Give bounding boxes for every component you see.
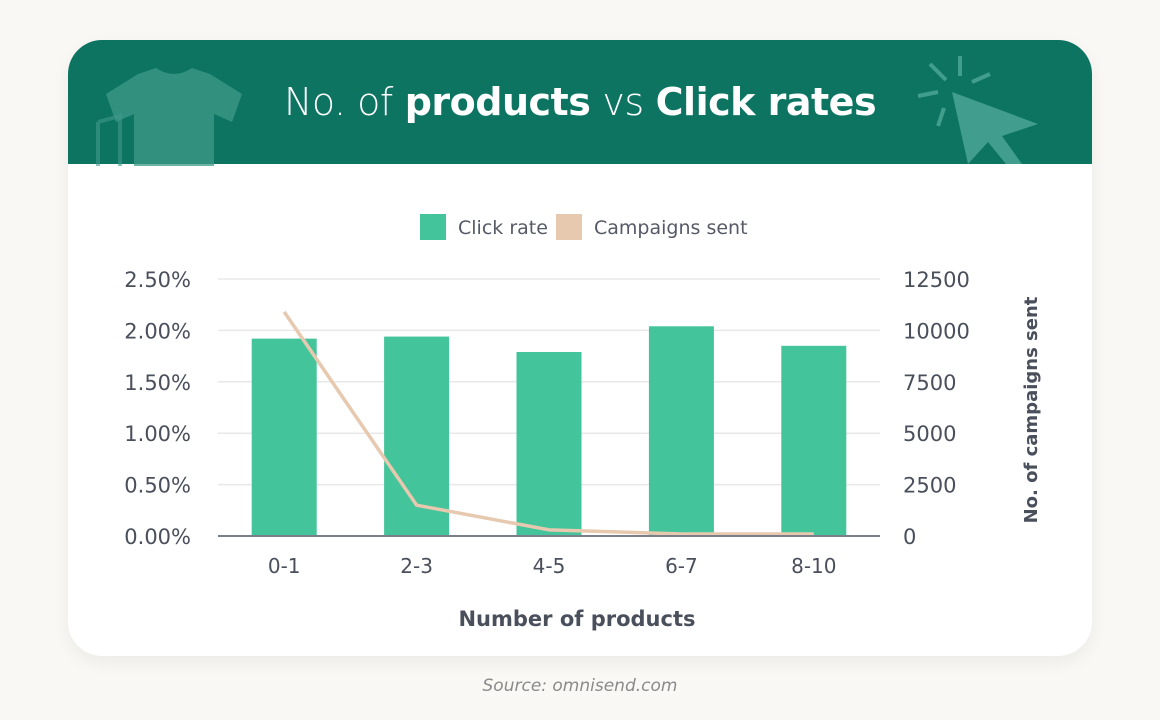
line-campaigns-sent: [282, 310, 814, 536]
y-tick-label: 0.50%: [124, 474, 191, 498]
y2-tick-label: 2500: [903, 474, 956, 498]
tshirt-icon: [96, 68, 242, 166]
y-tick-label: 0.00%: [124, 525, 191, 549]
y2-axis-title: No. of campaigns sent: [1021, 296, 1042, 523]
header-banner: No. of products vs Click rates: [68, 40, 1092, 166]
x-tick-label: 2-3: [400, 554, 433, 578]
x-tick-label: 8-10: [791, 554, 836, 578]
y2-tick-label: 0: [903, 525, 916, 549]
y-tick-label: 1.00%: [124, 422, 191, 446]
y-tick-label: 2.00%: [124, 319, 191, 343]
axes: 0.00% 0.50% 1.00% 1.50% 2.00% 2.50% 0 2500 5000 7…: [124, 268, 1042, 631]
x-tick-label: 0-1: [268, 554, 301, 578]
y2-tick-label: 10000: [903, 319, 970, 343]
legend-swatch: [420, 214, 446, 240]
bar-click-rate: [781, 345, 847, 536]
legend-label: Campaigns sent: [594, 217, 748, 239]
y2-tick-label: 7500: [903, 371, 956, 395]
y2-tick-label: 12500: [903, 268, 970, 292]
title-part: products: [404, 80, 591, 124]
y-tick-label: 2.50%: [124, 268, 191, 292]
bar-series: [251, 326, 847, 536]
x-axis-title: Number of products: [458, 607, 695, 631]
y-tick-label: 1.50%: [124, 371, 191, 395]
bar-click-rate: [648, 326, 714, 536]
bar-click-rate: [516, 351, 582, 536]
title-part: vs: [602, 80, 644, 124]
source-note: Source: omnisend.com: [482, 676, 678, 696]
title-part: No. of: [283, 80, 393, 124]
chart-card: No. of products vs Click rates: [68, 40, 1092, 656]
legend-swatch: [556, 214, 582, 240]
title-part: Click rates: [655, 80, 877, 124]
bar-click-rate: [251, 338, 317, 536]
x-tick-label: 4-5: [533, 554, 566, 578]
legend-label: Click rate: [458, 217, 548, 239]
chart-legend: Click rate Campaigns sent: [420, 214, 748, 240]
y2-tick-label: 5000: [903, 422, 956, 446]
chart-title: No. of products vs Click rates: [68, 40, 1092, 164]
cursor-icon: [917, 56, 1038, 164]
line-series: [282, 310, 814, 536]
x-tick-label: 6-7: [665, 554, 698, 578]
